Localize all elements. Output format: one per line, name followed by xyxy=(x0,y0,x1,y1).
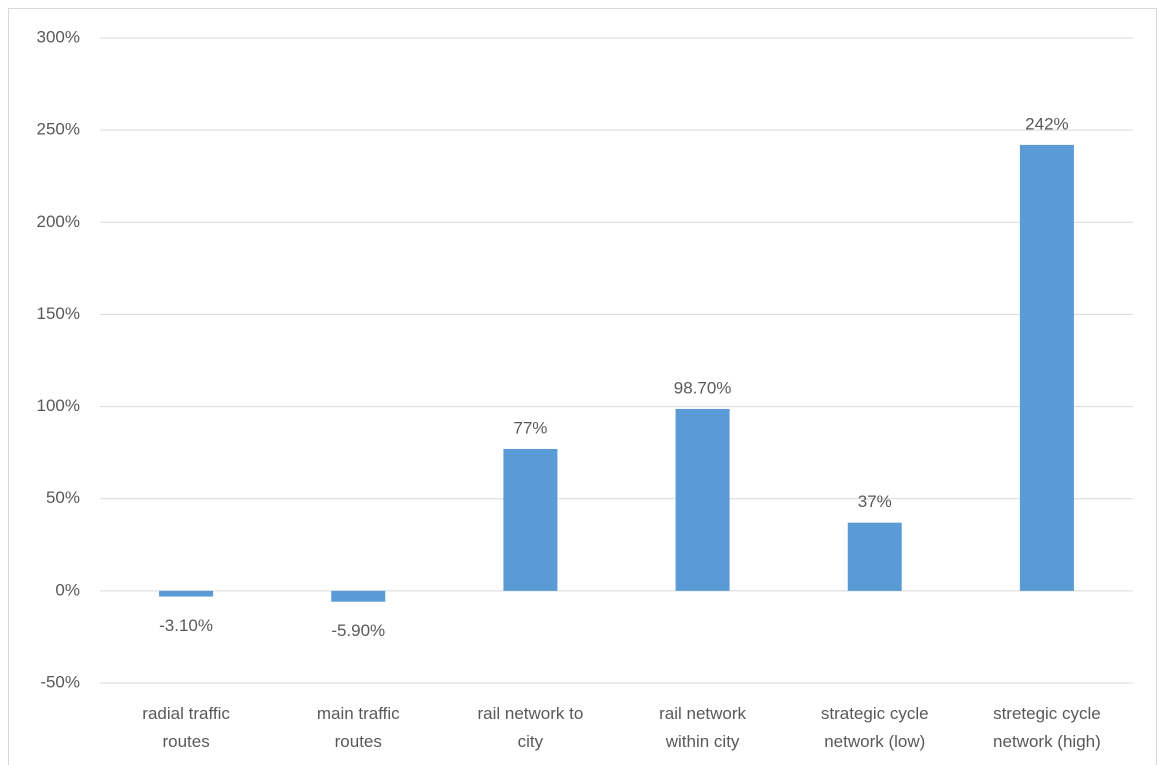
data-label: -3.10% xyxy=(159,616,213,635)
x-tick-label-line: strategic cycle xyxy=(821,704,929,723)
x-tick-label: stretegic cycle network (high) xyxy=(993,704,1101,751)
x-tick-label-line: routes xyxy=(335,732,382,751)
y-tick-label: -50% xyxy=(40,672,80,691)
x-tick-label-line: network (low) xyxy=(824,732,925,751)
x-tick-label: strategic cycle network (low) xyxy=(821,704,929,751)
data-label: 37% xyxy=(858,492,892,511)
x-tick-label-line: city xyxy=(518,732,544,751)
x-tick-label-line: routes xyxy=(162,732,209,751)
y-tick-label: 250% xyxy=(37,120,80,139)
bar xyxy=(847,522,902,591)
data-label: 242% xyxy=(1025,114,1068,133)
x-tick-label: rail network to city xyxy=(478,704,584,751)
y-tick-label: 150% xyxy=(37,304,80,323)
x-tick-label-line: rail network to xyxy=(478,704,584,723)
x-tick-label: radial traffic routes xyxy=(142,704,230,751)
y-tick-label: 100% xyxy=(37,396,80,415)
y-tick-label: 0% xyxy=(55,580,80,599)
bar xyxy=(1019,144,1074,591)
bar xyxy=(503,448,558,591)
x-tick-label-line: stretegic cycle xyxy=(993,704,1101,723)
data-label: -5.90% xyxy=(331,621,385,640)
bar xyxy=(159,590,214,597)
bar xyxy=(331,590,386,602)
x-tick-label-line: rail network xyxy=(659,704,746,723)
x-tick-label-line: main traffic xyxy=(317,704,400,723)
data-label: 77% xyxy=(513,418,547,437)
data-label: 98.70% xyxy=(674,378,732,397)
x-tick-label: main traffic routes xyxy=(317,704,400,751)
chart-border xyxy=(8,8,1157,765)
x-tick-label-line: within city xyxy=(665,732,740,751)
y-tick-label: 300% xyxy=(37,27,80,46)
y-tick-label: 200% xyxy=(37,212,80,231)
x-tick-label: rail network within city xyxy=(659,704,746,751)
bar xyxy=(675,408,730,591)
y-tick-label: 50% xyxy=(46,488,80,507)
x-tick-label-line: network (high) xyxy=(993,732,1101,751)
x-tick-label-line: radial traffic xyxy=(142,704,230,723)
